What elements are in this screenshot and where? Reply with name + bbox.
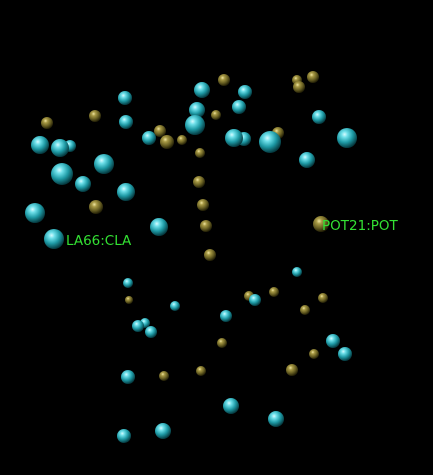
olive-atom-sphere-4[interactable] bbox=[307, 71, 319, 83]
olive-atom-sphere-25[interactable] bbox=[196, 366, 206, 376]
teal-atom-sphere-34[interactable] bbox=[121, 370, 135, 384]
teal-atom-sphere-25[interactable] bbox=[123, 278, 133, 288]
olive-atom-sphere-22[interactable] bbox=[300, 305, 310, 315]
olive-atom-sphere-16[interactable] bbox=[313, 216, 329, 232]
teal-atom-sphere-35[interactable] bbox=[223, 398, 239, 414]
teal-atom-sphere-31[interactable] bbox=[145, 326, 157, 338]
teal-atom-sphere-0[interactable] bbox=[118, 91, 132, 105]
teal-atom-sphere-8[interactable] bbox=[51, 139, 69, 157]
teal-atom-sphere-15[interactable] bbox=[337, 128, 357, 148]
olive-atom-sphere-13[interactable] bbox=[89, 200, 103, 214]
teal-atom-sphere-11[interactable] bbox=[225, 129, 243, 147]
teal-atom-sphere-33[interactable] bbox=[338, 347, 352, 361]
olive-atom-sphere-26[interactable] bbox=[159, 371, 169, 381]
olive-atom-sphere-11[interactable] bbox=[195, 148, 205, 158]
teal-atom-sphere-32[interactable] bbox=[326, 334, 340, 348]
teal-atom-sphere-6[interactable] bbox=[185, 115, 205, 135]
olive-atom-sphere-0[interactable] bbox=[41, 117, 53, 129]
label-la66-cla: LA66:CLA bbox=[66, 233, 132, 249]
teal-atom-sphere-5[interactable] bbox=[119, 115, 133, 129]
teal-atom-sphere-38[interactable] bbox=[117, 429, 131, 443]
atom-spheres bbox=[25, 71, 357, 443]
olive-atom-sphere-8[interactable] bbox=[177, 135, 187, 145]
teal-atom-sphere-2[interactable] bbox=[238, 85, 252, 99]
olive-atom-sphere-9[interactable] bbox=[160, 135, 174, 149]
teal-atom-sphere-19[interactable] bbox=[117, 183, 135, 201]
teal-atom-sphere-20[interactable] bbox=[299, 152, 315, 168]
teal-atom-sphere-13[interactable] bbox=[259, 131, 281, 153]
teal-atom-sphere-4[interactable] bbox=[189, 102, 205, 118]
teal-atom-sphere-16[interactable] bbox=[94, 154, 114, 174]
label-pot21-pot: POT21:POT bbox=[322, 218, 399, 234]
teal-atom-sphere-26[interactable] bbox=[170, 301, 180, 311]
olive-atom-sphere-14[interactable] bbox=[197, 199, 209, 211]
teal-atom-sphere-37[interactable] bbox=[155, 423, 171, 439]
olive-atom-sphere-15[interactable] bbox=[200, 220, 212, 232]
olive-atom-sphere-27[interactable] bbox=[286, 364, 298, 376]
teal-atom-sphere-28[interactable] bbox=[220, 310, 232, 322]
teal-atom-sphere-14[interactable] bbox=[312, 110, 326, 124]
olive-atom-sphere-23[interactable] bbox=[217, 338, 227, 348]
olive-atom-sphere-6[interactable] bbox=[211, 110, 221, 120]
teal-atom-sphere-18[interactable] bbox=[75, 176, 91, 192]
teal-atom-sphere-24[interactable] bbox=[292, 267, 302, 277]
olive-atom-sphere-24[interactable] bbox=[309, 349, 319, 359]
teal-atom-sphere-1[interactable] bbox=[194, 82, 210, 98]
olive-atom-sphere-18[interactable] bbox=[125, 296, 133, 304]
olive-atom-sphere-12[interactable] bbox=[193, 176, 205, 188]
teal-atom-sphere-17[interactable] bbox=[51, 163, 73, 185]
olive-atom-sphere-2[interactable] bbox=[218, 74, 230, 86]
olive-atom-sphere-21[interactable] bbox=[318, 293, 328, 303]
atom-labels: LA66:CLA POT21:POT bbox=[66, 218, 399, 249]
olive-atom-sphere-17[interactable] bbox=[204, 249, 216, 261]
teal-atom-sphere-3[interactable] bbox=[232, 100, 246, 114]
teal-atom-sphere-36[interactable] bbox=[268, 411, 284, 427]
olive-atom-sphere-7[interactable] bbox=[154, 125, 166, 137]
teal-atom-sphere-29[interactable] bbox=[132, 320, 144, 332]
olive-atom-sphere-1[interactable] bbox=[89, 110, 101, 122]
teal-atom-sphere-10[interactable] bbox=[142, 131, 156, 145]
teal-atom-sphere-23[interactable] bbox=[150, 218, 168, 236]
teal-atom-sphere-22[interactable] bbox=[44, 229, 64, 249]
teal-atom-sphere-27[interactable] bbox=[249, 294, 261, 306]
olive-atom-sphere-20[interactable] bbox=[269, 287, 279, 297]
teal-atom-sphere-21[interactable] bbox=[25, 203, 45, 223]
olive-atom-sphere-5[interactable] bbox=[293, 81, 305, 93]
teal-atom-sphere-7[interactable] bbox=[31, 136, 49, 154]
